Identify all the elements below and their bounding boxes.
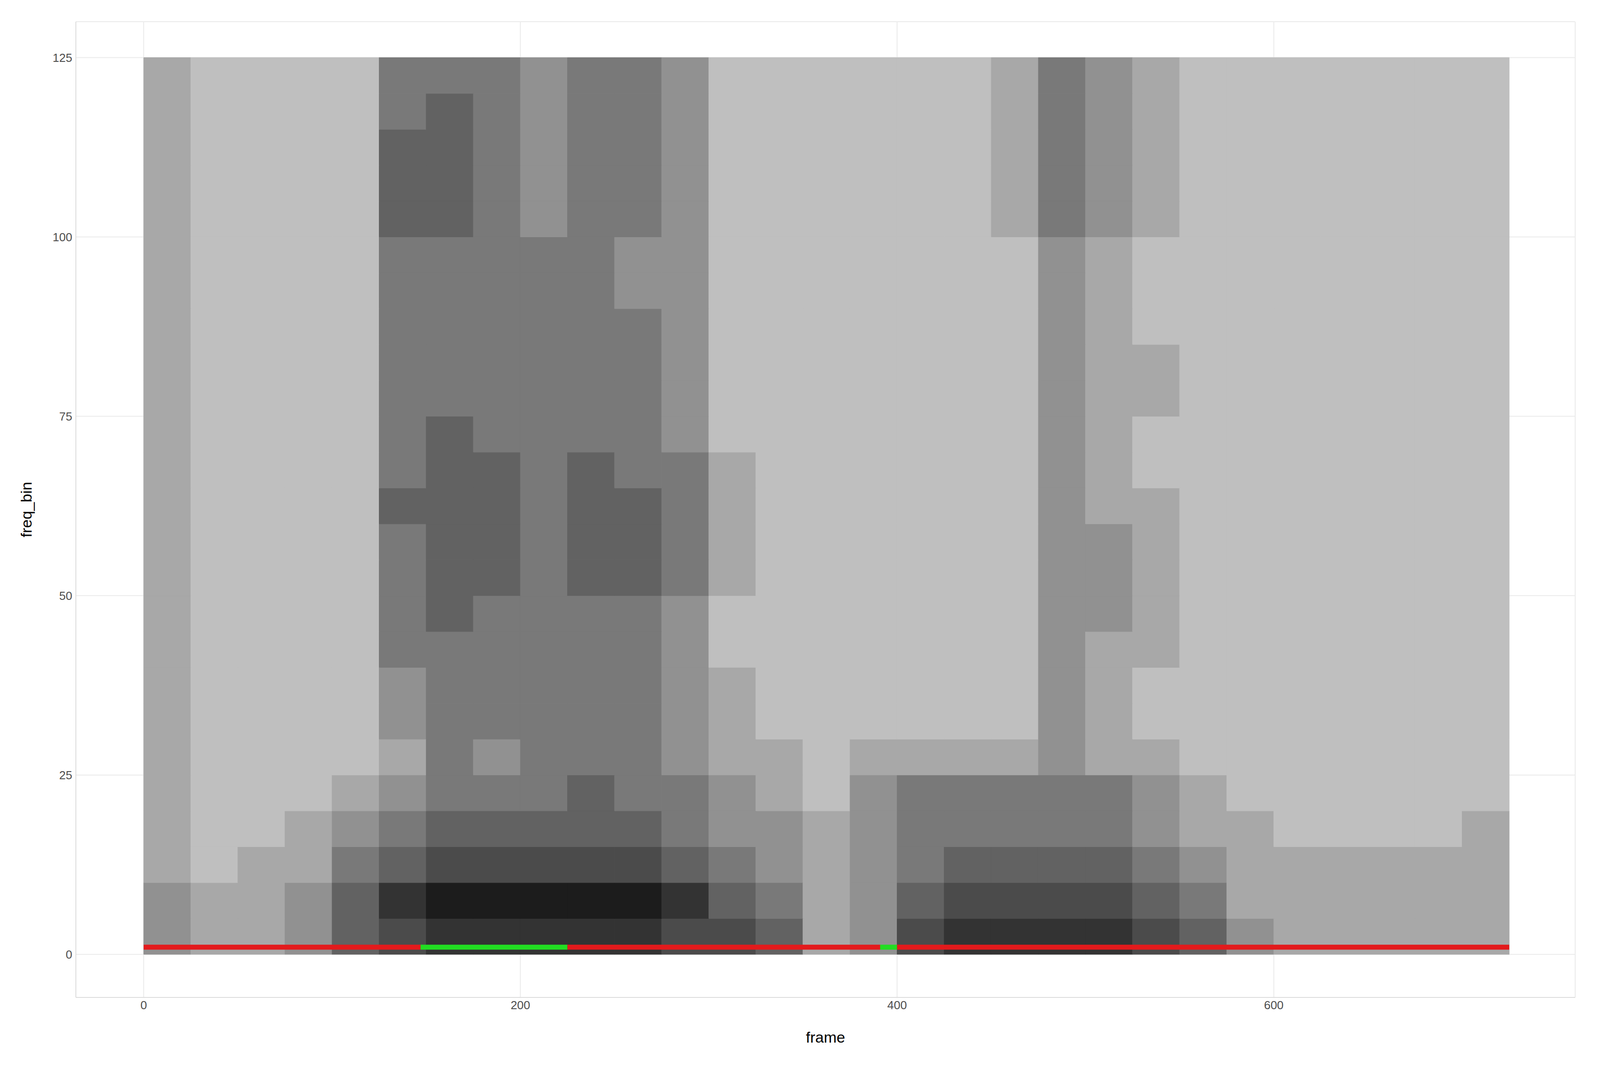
svg-text:600: 600 xyxy=(1264,998,1284,1012)
svg-text:0: 0 xyxy=(65,947,73,961)
svg-text:125: 125 xyxy=(52,51,73,65)
svg-text:200: 200 xyxy=(510,998,531,1012)
svg-text:50: 50 xyxy=(59,588,73,603)
svg-text:0: 0 xyxy=(140,998,147,1012)
svg-text:100: 100 xyxy=(52,230,73,244)
svg-text:400: 400 xyxy=(887,998,907,1012)
svg-text:75: 75 xyxy=(59,409,73,424)
svg-text:frame: frame xyxy=(806,1028,846,1046)
svg-text:freq_bin: freq_bin xyxy=(17,481,35,538)
svg-text:25: 25 xyxy=(59,768,73,782)
